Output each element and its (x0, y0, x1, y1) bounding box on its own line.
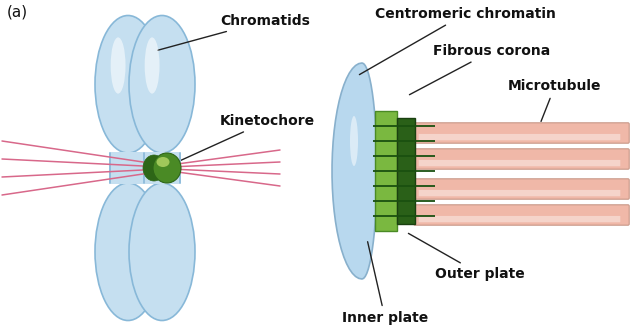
Ellipse shape (143, 155, 165, 181)
Ellipse shape (129, 15, 195, 153)
Ellipse shape (95, 15, 161, 153)
Text: Chromatids: Chromatids (157, 14, 310, 50)
Ellipse shape (157, 157, 169, 167)
Text: Outer plate: Outer plate (408, 234, 525, 281)
FancyBboxPatch shape (414, 205, 629, 225)
FancyBboxPatch shape (414, 179, 629, 199)
Bar (397, 118, 415, 224)
Bar (375, 111, 397, 231)
Text: Inner plate: Inner plate (342, 242, 428, 325)
Text: Fibrous corona: Fibrous corona (410, 44, 550, 95)
FancyBboxPatch shape (418, 190, 620, 196)
Ellipse shape (95, 183, 161, 321)
Ellipse shape (153, 153, 181, 183)
FancyBboxPatch shape (418, 160, 620, 166)
Ellipse shape (129, 183, 195, 321)
Text: Microtubule: Microtubule (508, 79, 602, 121)
FancyBboxPatch shape (414, 149, 629, 169)
FancyBboxPatch shape (418, 216, 620, 222)
FancyBboxPatch shape (109, 152, 147, 184)
Ellipse shape (111, 37, 126, 94)
FancyBboxPatch shape (143, 152, 181, 184)
FancyBboxPatch shape (418, 134, 620, 140)
Polygon shape (332, 63, 377, 279)
Ellipse shape (145, 37, 159, 94)
Text: (a): (a) (7, 4, 28, 19)
Text: Centromeric chromatin: Centromeric chromatin (360, 7, 556, 75)
FancyBboxPatch shape (414, 123, 629, 143)
Ellipse shape (350, 116, 358, 166)
Text: Kinetochore: Kinetochore (178, 114, 315, 162)
